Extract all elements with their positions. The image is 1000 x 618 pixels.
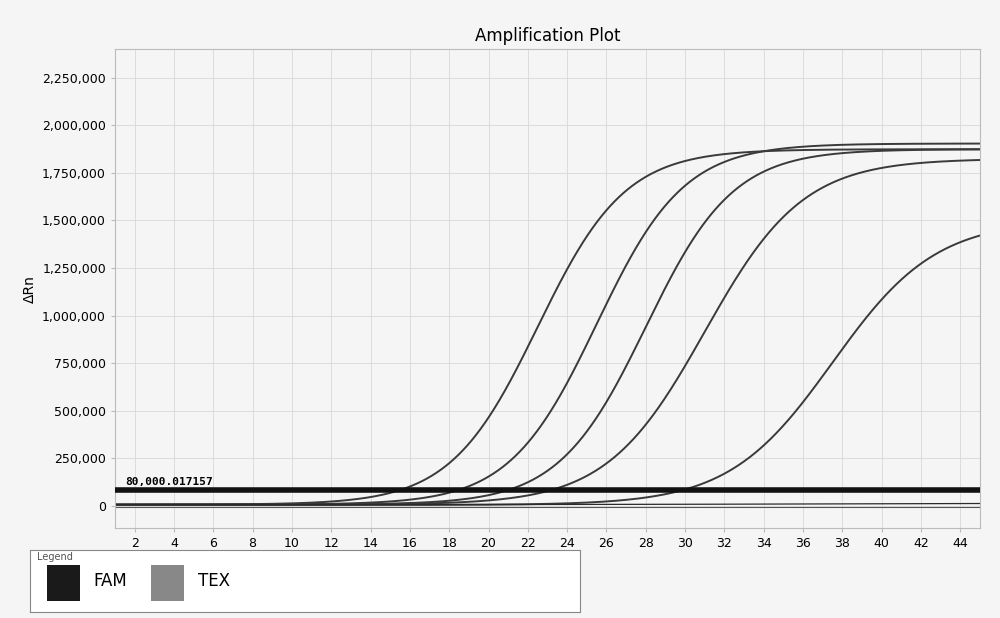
- Text: FAM: FAM: [93, 572, 127, 590]
- Text: 80,000.017157: 80,000.017157: [125, 477, 213, 487]
- X-axis label: Cycle: Cycle: [528, 556, 566, 570]
- Text: Legend: Legend: [37, 552, 72, 562]
- Bar: [151, 565, 184, 601]
- Y-axis label: ΔRn: ΔRn: [23, 275, 37, 303]
- Bar: [46, 565, 80, 601]
- Title: Amplification Plot: Amplification Plot: [475, 27, 620, 45]
- Text: TEX: TEX: [198, 572, 230, 590]
